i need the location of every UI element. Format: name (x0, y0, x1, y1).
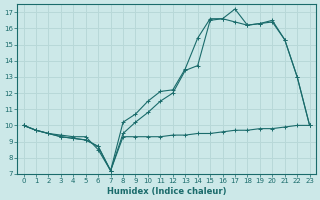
X-axis label: Humidex (Indice chaleur): Humidex (Indice chaleur) (107, 187, 226, 196)
